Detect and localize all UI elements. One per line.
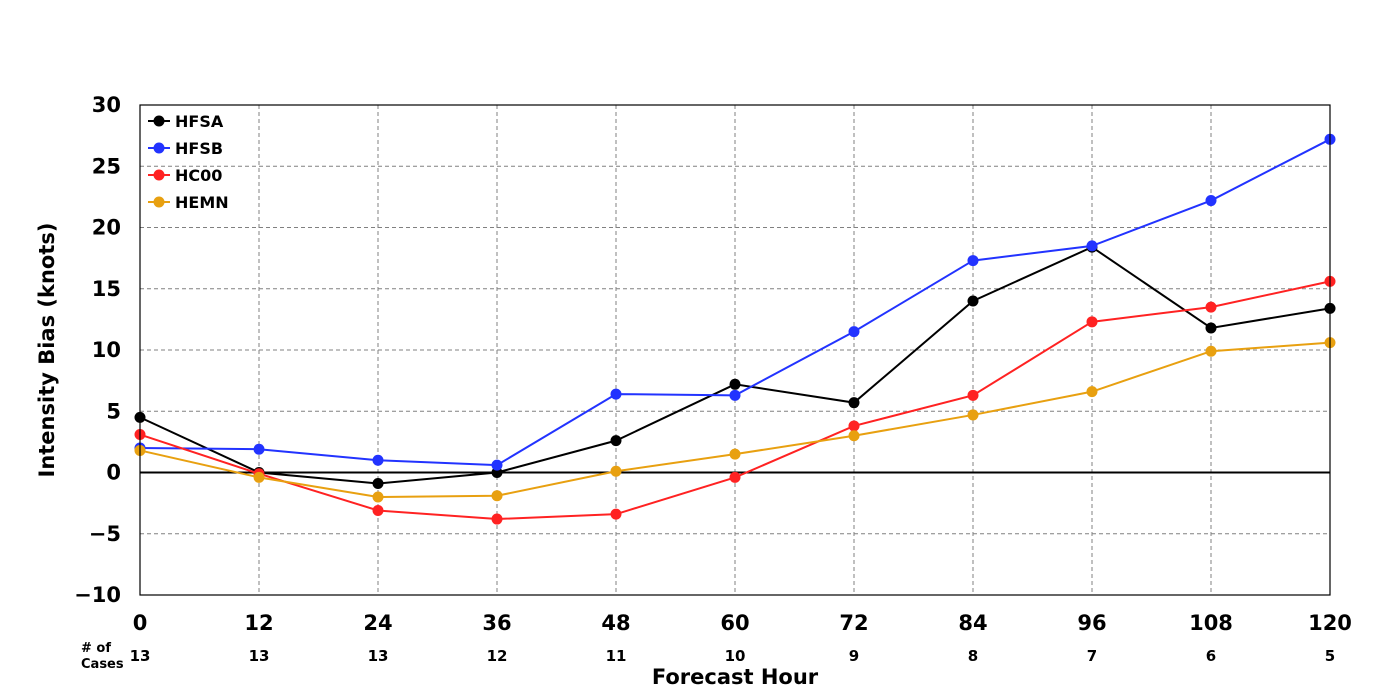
data-point-hc00 [729, 471, 741, 483]
x-tick-label: 12 [244, 611, 273, 635]
x-tick-label: 48 [601, 611, 630, 635]
x-tick-label: 120 [1308, 611, 1352, 635]
x-tick-label: 24 [363, 611, 392, 635]
case-count: 10 [725, 647, 746, 665]
plot-frame [139, 104, 1331, 596]
data-point-hfsb [253, 443, 265, 455]
y-tick-label: 30 [92, 93, 121, 117]
data-point-hfsa [610, 435, 622, 447]
x-axis-title: Forecast Hour [652, 665, 819, 689]
data-point-hemn [491, 490, 503, 502]
data-point-hemn [848, 430, 860, 442]
data-point-hfsb [1205, 195, 1217, 207]
legend-label-hfsa: HFSA [175, 112, 224, 131]
cases-label-line-1: # of [81, 641, 111, 656]
case-count: 11 [606, 647, 627, 665]
legend-marker-hfsa [153, 115, 165, 127]
x-tick-label: 108 [1189, 611, 1233, 635]
y-tick-label: 25 [92, 154, 121, 178]
case-count: 12 [487, 647, 508, 665]
x-tick-label: 60 [720, 611, 749, 635]
case-count: 13 [368, 647, 389, 665]
data-point-hemn [967, 409, 979, 421]
data-point-hfsb [848, 326, 860, 338]
case-count: 5 [1325, 647, 1335, 665]
data-point-hc00 [610, 508, 622, 520]
case-count: 6 [1206, 647, 1216, 665]
data-point-hc00 [967, 389, 979, 401]
data-point-hc00 [491, 513, 503, 525]
grid-lines [140, 105, 1330, 595]
tick-labels: 0 12 24 36 48 60 72 84 96 108 120 −10 −5 0 5 10 15 20 25 30 [74, 93, 1352, 635]
data-point-hfsb [372, 454, 384, 466]
x-tick-label: 0 [133, 611, 148, 635]
data-point-hfsb [729, 389, 741, 401]
data-point-hfsb [1086, 240, 1098, 252]
data-point-hemn [253, 471, 265, 483]
data-point-hemn [1205, 345, 1217, 357]
y-tick-label: 20 [92, 216, 121, 240]
legend-label-hemn: HEMN [175, 193, 229, 212]
data-point-hc00 [848, 420, 860, 432]
data-point-hfsa [848, 397, 860, 409]
x-tick-label: 84 [958, 611, 987, 635]
legend-marker-hemn [153, 196, 165, 208]
y-tick-label: 0 [106, 461, 121, 485]
legend-label-hc00: HC00 [175, 166, 222, 185]
data-point-hfsa [372, 478, 384, 490]
x-tick-label: 96 [1077, 611, 1106, 635]
data-point-hc00 [1086, 316, 1098, 328]
data-point-hfsb [610, 388, 622, 400]
data-point-hfsa [729, 378, 741, 390]
case-count: 13 [130, 647, 151, 665]
y-axis-title: Intensity Bias (knots) [35, 223, 59, 478]
data-point-hemn [1086, 386, 1098, 398]
x-tick-label: 36 [482, 611, 511, 635]
data-point-hemn [372, 491, 384, 503]
legend: HFSA HFSB HC00 HEMN [148, 112, 229, 212]
data-point-hemn [610, 465, 622, 477]
case-count: 8 [968, 647, 978, 665]
y-tick-label: −5 [89, 522, 121, 546]
data-point-hemn [729, 448, 741, 460]
series-hc00 [134, 275, 1336, 525]
y-tick-label: 5 [106, 399, 121, 423]
y-tick-label: 10 [92, 338, 121, 362]
case-count: 9 [849, 647, 859, 665]
data-point-hfsb [967, 255, 979, 267]
data-point-hfsb [491, 459, 503, 471]
case-count: 7 [1087, 647, 1097, 665]
series-lines [134, 133, 1336, 525]
data-point-hc00 [1205, 301, 1217, 313]
y-tick-label: 15 [92, 277, 121, 301]
data-point-hfsa [1205, 322, 1217, 334]
cases-label-line-2: Cases [81, 657, 124, 672]
legend-marker-hfsb [153, 142, 165, 154]
y-tick-label: −10 [74, 583, 121, 607]
x-tick-label: 72 [839, 611, 868, 635]
data-point-hc00 [372, 504, 384, 516]
case-count: 13 [249, 647, 270, 665]
legend-marker-hc00 [153, 169, 165, 181]
data-point-hfsa [967, 295, 979, 307]
legend-label-hfsb: HFSB [175, 139, 223, 158]
series-hfsb [134, 133, 1336, 471]
